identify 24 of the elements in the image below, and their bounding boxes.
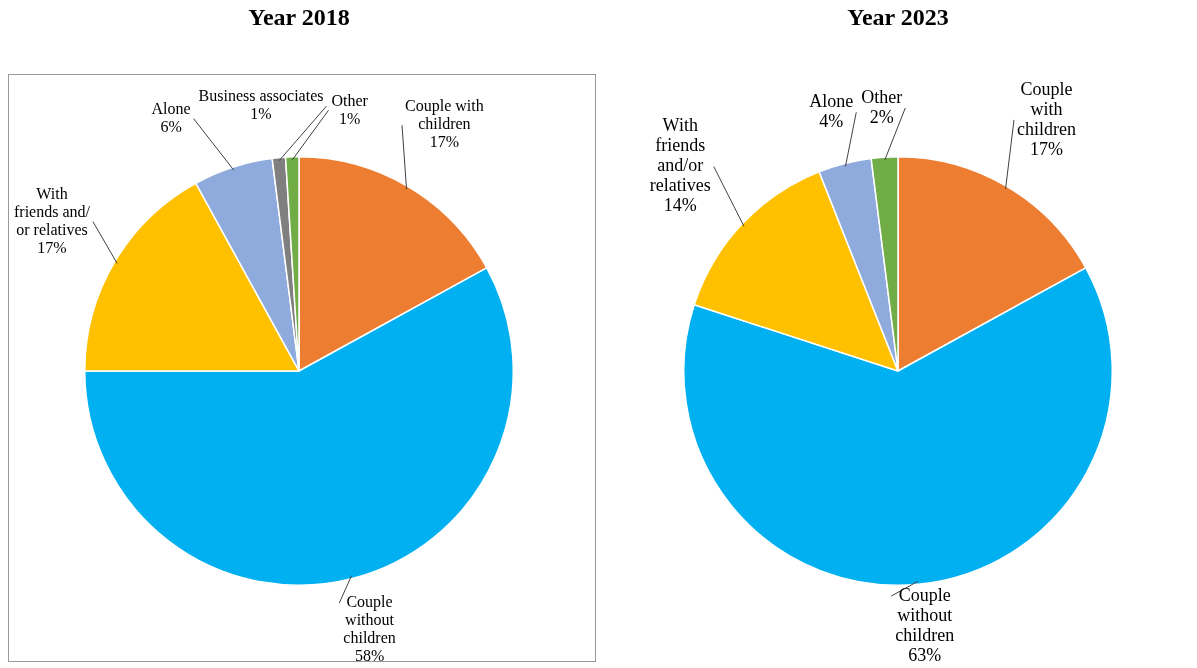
slice-label: Business associates (198, 87, 324, 105)
data-label: 1% (250, 105, 272, 123)
slice-label: Alone (809, 91, 854, 112)
data-label: 17% (429, 133, 459, 151)
data-label: 14% (663, 195, 697, 216)
slice-label: With friends and/ or relatives (14, 184, 91, 238)
data-label: 4% (819, 111, 844, 132)
slice-label: Couple without children (895, 584, 955, 645)
data-label: 63% (908, 644, 942, 665)
chart-title: Year 2023 (846, 4, 950, 31)
data-label: 6% (160, 117, 182, 135)
data-label: 2% (869, 106, 894, 127)
slice-label: Alone (151, 99, 191, 117)
chart-title: Year 2018 (247, 4, 351, 31)
data-label: 1% (339, 109, 361, 127)
slice-label: Couple with children (1016, 78, 1076, 139)
data-label: 17% (1029, 138, 1063, 159)
slice-label: Couple with children (405, 97, 484, 133)
data-label: 58% (354, 647, 385, 665)
slice-label: Couple without children (343, 593, 396, 647)
slice-label: With friends and/or relatives (649, 115, 711, 196)
slice-label: Other (331, 91, 369, 109)
slice-label: Other (861, 86, 903, 107)
data-label: 17% (37, 238, 67, 256)
